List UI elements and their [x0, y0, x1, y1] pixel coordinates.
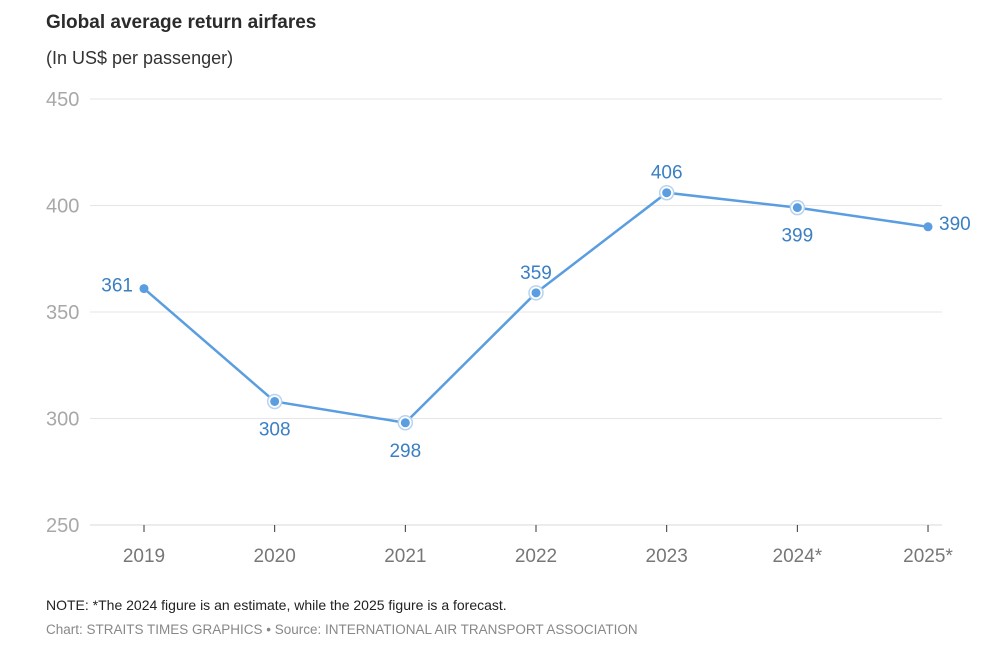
chart-subtitle: (In US$ per passenger) — [46, 48, 234, 68]
x-tick-label: 2025* — [903, 546, 953, 567]
chart-note: NOTE: *The 2024 figure is an estimate, w… — [46, 597, 507, 613]
x-tick-label: 2023 — [646, 546, 688, 567]
data-label: 308 — [259, 419, 291, 440]
data-label: 406 — [651, 163, 683, 184]
chart-title: Global average return airfares — [46, 12, 317, 33]
y-tick-label: 400 — [46, 196, 79, 218]
line-chart: 250 300 350 400 450 2019 2020 2021 2022 2023 2024*… — [46, 89, 971, 567]
data-point — [400, 418, 410, 428]
data-point — [139, 284, 149, 294]
data-point — [270, 396, 280, 406]
data-label: 298 — [389, 441, 421, 462]
x-tick-label: 2022 — [515, 546, 557, 567]
y-tick-label: 350 — [46, 302, 79, 324]
data-label: 359 — [520, 263, 552, 284]
x-tick-label: 2019 — [123, 546, 165, 567]
y-tick-label: 250 — [46, 515, 79, 537]
data-label: 361 — [101, 276, 133, 297]
data-label: 399 — [781, 226, 813, 247]
y-tick-label: 300 — [46, 409, 79, 431]
y-tick-label: 450 — [46, 89, 79, 111]
chart-credit: Chart: STRAITS TIMES GRAPHICS • Source: … — [46, 622, 638, 637]
x-tick-label: 2020 — [254, 546, 296, 567]
x-tick-label: 2024* — [773, 546, 823, 567]
data-point — [923, 222, 933, 232]
data-label: 390 — [939, 214, 971, 235]
data-point — [792, 203, 802, 213]
data-point — [662, 188, 672, 198]
data-point — [531, 288, 541, 298]
x-tick-label: 2021 — [384, 546, 426, 567]
